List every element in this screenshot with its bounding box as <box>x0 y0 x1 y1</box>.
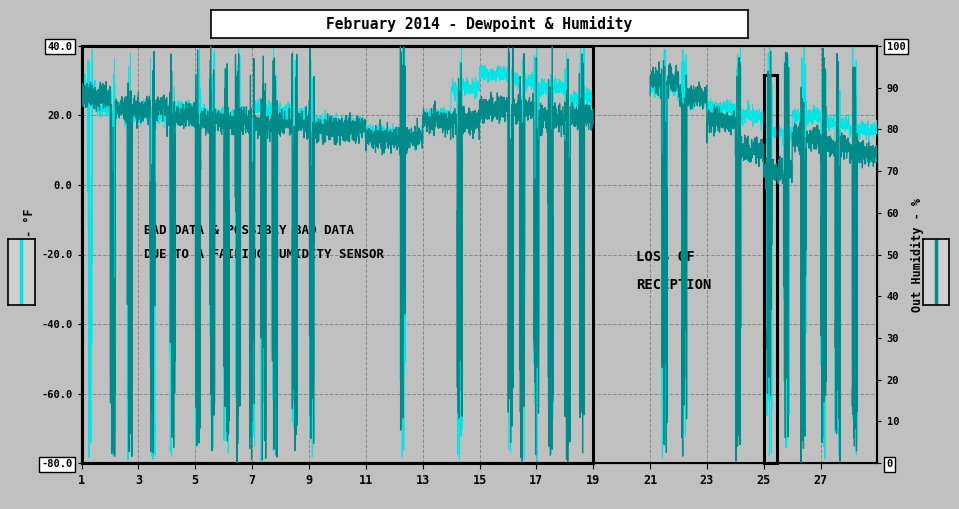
Y-axis label: Out Humidity - %: Out Humidity - % <box>911 197 924 312</box>
Text: DUE TO A FAILING HUMIDITY SENSOR: DUE TO A FAILING HUMIDITY SENSOR <box>144 248 384 261</box>
Text: BAD DATA & POSSIBLY BAD DATA: BAD DATA & POSSIBLY BAD DATA <box>144 223 354 237</box>
Text: February 2014 - Dewpoint & Humidity: February 2014 - Dewpoint & Humidity <box>326 16 633 32</box>
Text: LOSS OF: LOSS OF <box>636 250 694 265</box>
Bar <box>763 75 777 463</box>
Text: RECEPTION: RECEPTION <box>636 278 712 292</box>
Bar <box>82 46 594 463</box>
Y-axis label: Dewpoint - °F: Dewpoint - °F <box>23 208 35 301</box>
